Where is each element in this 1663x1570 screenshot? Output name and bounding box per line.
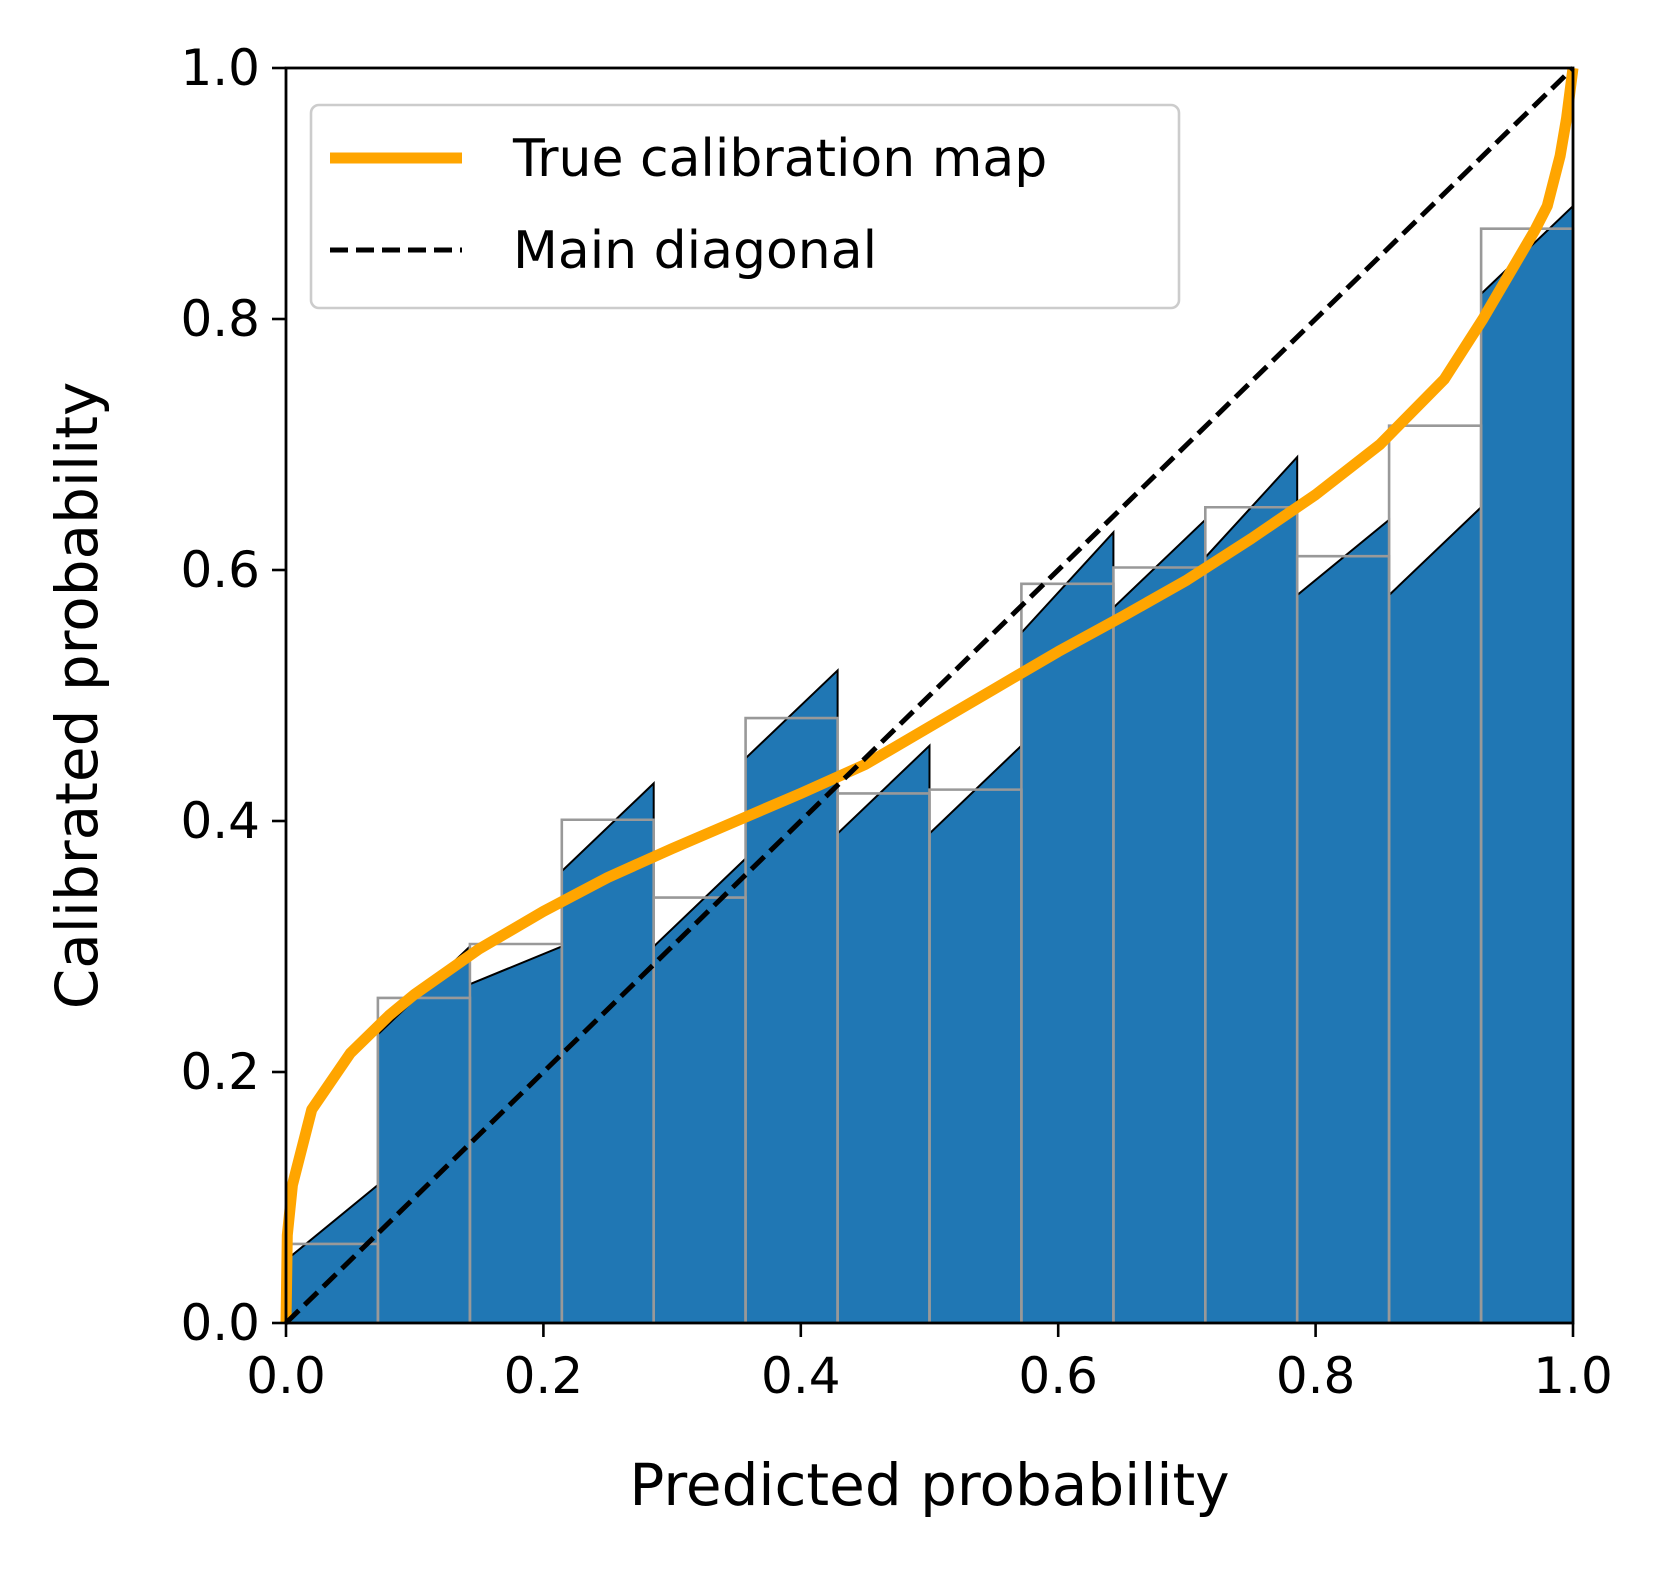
- y-axis-label: Calibrated probability: [43, 382, 111, 1010]
- diagonal-line: [284, 66, 1575, 1325]
- x-tick-label: 0.2: [504, 1347, 584, 1405]
- axes: 0.0 0.2 0.4 0.6 0.8 1.0 0.0 0.2 0.4 0.6 0.8 1.0 Pred…: [43, 39, 1613, 1519]
- y-tick-label: 0.8: [180, 290, 260, 348]
- histogram-bar: [1480, 203, 1574, 1324]
- legend: True calibration map Main diagonal: [309, 103, 1181, 310]
- histogram-bar: [468, 945, 563, 1324]
- legend-entry-label: Main diagonal: [513, 221, 877, 281]
- y-tick-label: 0.0: [180, 1294, 260, 1352]
- y-tick-label: 1.0: [180, 39, 260, 97]
- histogram-bar: [1112, 517, 1207, 1324]
- legend-box: [309, 103, 1181, 310]
- legend-entry-label: True calibration map: [512, 129, 1047, 189]
- histogram-bar: [376, 944, 471, 1324]
- x-axis-label: Predicted probability: [629, 1451, 1229, 1519]
- histogram-bar: [1296, 517, 1391, 1324]
- y-tick-label: 0.4: [180, 792, 260, 850]
- plot-frame: [284, 66, 1575, 1325]
- x-tick-label: 0.4: [761, 1347, 841, 1405]
- x-tick-label: 0.8: [1276, 1347, 1356, 1405]
- x-tick-label: 0.6: [1018, 1347, 1098, 1405]
- histogram-bar: [285, 1182, 379, 1324]
- histogram-bar: [1204, 454, 1299, 1324]
- histogram-bar: [744, 668, 839, 1324]
- calibration-curve: [280, 67, 1579, 1324]
- histogram-bar: [1388, 504, 1483, 1324]
- histogram-bar: [652, 856, 747, 1324]
- bin-mean-outlines: [284, 227, 1575, 1323]
- histogram-bar: [836, 743, 931, 1324]
- series-lines: [280, 66, 1579, 1325]
- histogram-bar: [928, 743, 1023, 1324]
- x-tick-label: 0.0: [246, 1347, 326, 1405]
- y-tick-label: 0.6: [180, 541, 260, 599]
- y-tick-label: 0.2: [180, 1043, 260, 1101]
- x-tick-label: 1.0: [1533, 1347, 1613, 1405]
